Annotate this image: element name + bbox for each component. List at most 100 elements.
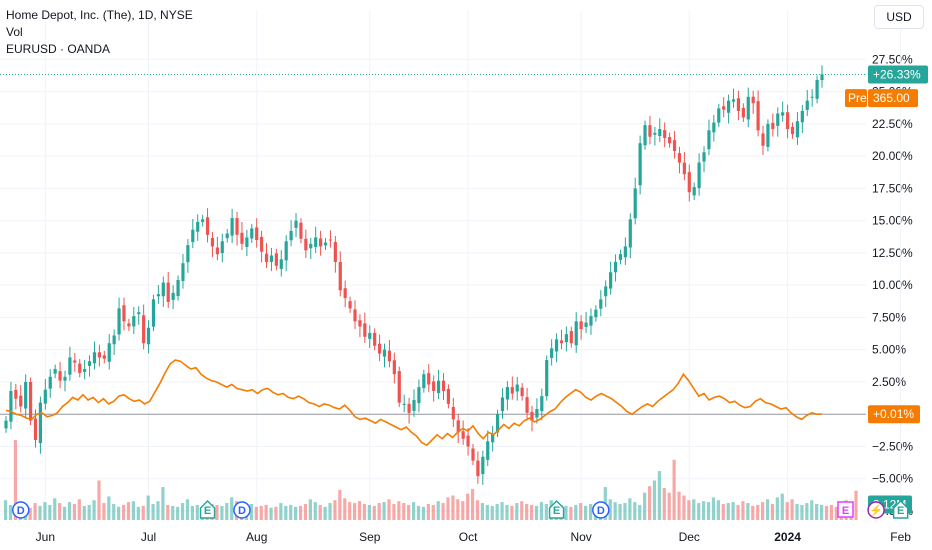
volume-bar [579,503,583,520]
pre-price-tag: 365.00 [873,91,910,105]
candle-body [471,448,475,461]
candle-body [97,352,101,358]
candle-body [358,320,362,327]
candle-body [225,233,229,239]
candle-body [284,241,288,261]
candle-body [731,99,736,102]
volume-bar [657,471,661,520]
y-tick-label: 15.00% [872,214,913,228]
volume-bar [697,503,701,520]
candle-body [338,261,342,291]
volume-bar [318,504,322,520]
volume-bar [426,504,430,520]
candle-body [604,286,608,297]
candle-body [387,350,392,362]
candle-body [476,460,480,477]
candle-body [24,381,28,409]
volume-bar [711,497,716,520]
candle-body [540,396,544,412]
volume-bar [756,504,760,520]
event-letter: D [597,505,605,517]
event-earnings-icon[interactable] [199,499,216,519]
volume-bar [510,505,514,520]
candle-body [210,237,215,247]
volume-bar [382,502,386,520]
candle-body [559,340,564,344]
candle-body [628,219,632,248]
candle-body [500,397,505,412]
candle-body [279,259,283,269]
volume-bar [387,499,391,520]
volume-bar [397,501,401,520]
volume-bar [372,505,376,520]
candle-body [412,400,416,411]
y-tick-label: 10.00% [872,278,913,292]
candle-body [205,217,210,235]
volume-bar [357,501,362,520]
candle-body [781,112,785,116]
volume-bar [456,499,460,520]
event-dividend-icon[interactable] [233,501,251,519]
volume-bar [151,504,155,520]
upcoming-earnings-letter: E [842,505,849,517]
candle-body [633,188,637,219]
volume-bar [608,499,612,520]
event-dividend-icon[interactable] [592,501,610,519]
volume-bar [820,504,824,520]
volume-bar [441,503,445,520]
candle-body [33,418,38,440]
volume-bar [146,495,150,520]
volume-bar [569,506,573,520]
y-tick-label: 5.00% [872,343,906,357]
volume-bar [613,502,617,520]
candle-body [776,113,780,126]
candle-body [756,101,760,131]
candle-body [343,288,347,299]
volume-bar [367,504,371,520]
candle-body [530,411,534,421]
last-price-tag: +26.33% [873,67,921,81]
currency-button[interactable]: USD [874,5,924,29]
volume-bar [259,505,263,520]
volume-bar [480,503,485,520]
candle-body [220,241,224,254]
volume-bar [500,502,504,520]
event-earnings-icon[interactable] [892,499,909,519]
candle-body [363,323,367,337]
volume-bar [77,499,81,520]
candle-body [427,373,431,385]
candle-body [201,219,205,222]
x-tick-label: Nov [570,530,591,544]
candle-body [550,348,554,358]
symbol-title[interactable]: Home Depot, Inc. (The), 1D, NYSE [6,8,193,22]
volume-bar [313,502,317,520]
candle-body [78,363,82,373]
volume-bar [4,500,8,520]
candle-body [102,355,106,359]
volume-bar [721,504,725,520]
volume-bar [485,504,489,520]
candle-body [574,321,578,346]
compare-legend[interactable]: EURUSD · OANDA [6,42,111,56]
event-dividend-icon[interactable] [11,501,30,519]
event-earnings-icon[interactable] [548,499,565,519]
volume-bar [62,506,67,520]
volume-bar [43,502,47,520]
candle-body [682,162,686,175]
volume-bar [643,492,647,520]
candle-body [323,242,328,246]
volume-bar [854,490,858,520]
candle-body [319,238,323,247]
candle-body [687,172,691,193]
x-tick-label: Feb [890,530,911,544]
event-split-icon[interactable] [867,501,885,519]
volume-bar [525,504,529,520]
upcoming-earnings-icon[interactable] [837,501,854,518]
candle-body [181,263,185,282]
volume-legend[interactable]: Vol [6,25,23,39]
candle-body [299,222,303,239]
compare-price-tag: +0.01% [873,407,914,421]
volume-bar [800,504,804,520]
volume-bar [176,506,180,520]
